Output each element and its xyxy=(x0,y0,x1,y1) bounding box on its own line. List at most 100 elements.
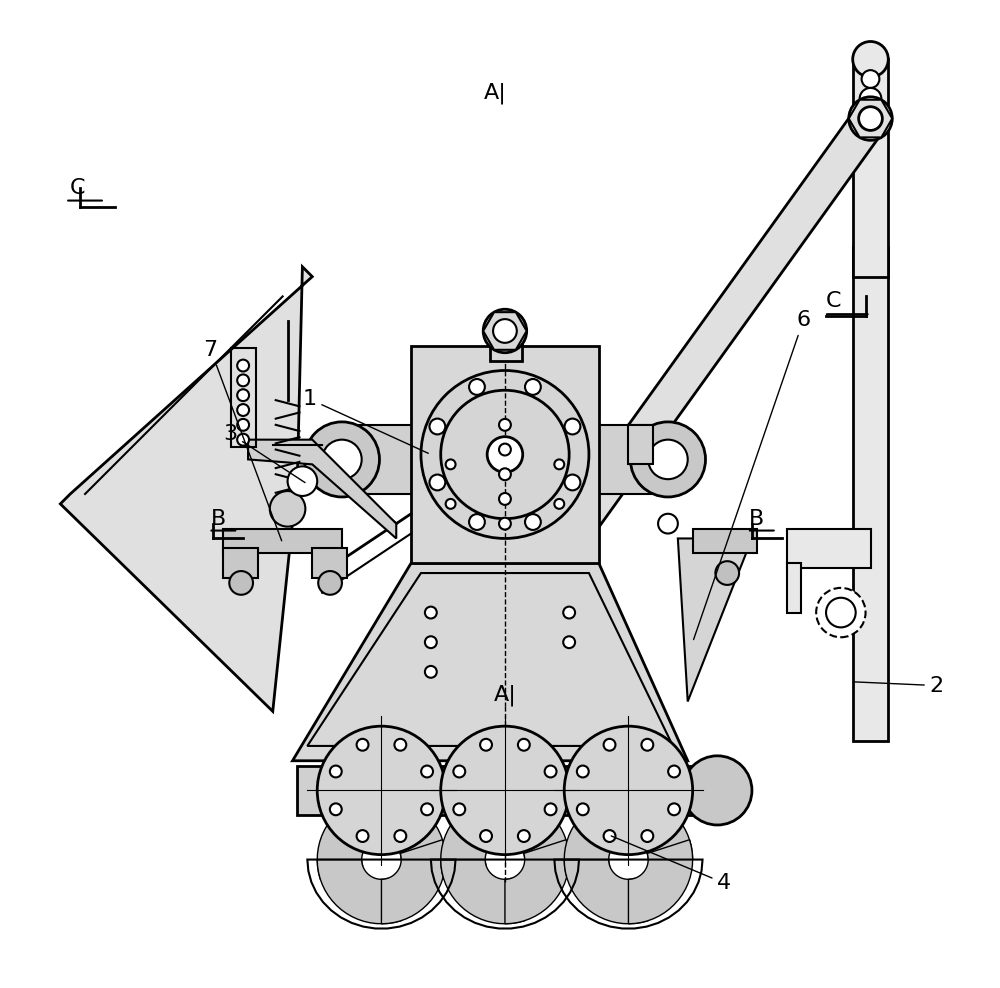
Text: 1: 1 xyxy=(302,389,428,453)
FancyBboxPatch shape xyxy=(223,529,342,553)
FancyBboxPatch shape xyxy=(411,346,599,563)
FancyBboxPatch shape xyxy=(599,425,673,494)
Polygon shape xyxy=(483,312,527,350)
Circle shape xyxy=(322,440,362,479)
Circle shape xyxy=(469,514,485,530)
Circle shape xyxy=(229,571,253,595)
Circle shape xyxy=(441,726,569,855)
Polygon shape xyxy=(490,108,885,638)
Circle shape xyxy=(577,803,589,815)
Circle shape xyxy=(237,360,249,371)
Circle shape xyxy=(648,440,688,479)
Circle shape xyxy=(565,419,580,435)
Text: 7: 7 xyxy=(204,340,282,540)
Circle shape xyxy=(237,389,249,401)
FancyBboxPatch shape xyxy=(787,563,801,613)
Circle shape xyxy=(469,379,485,395)
Circle shape xyxy=(853,41,888,77)
Circle shape xyxy=(604,739,615,751)
Circle shape xyxy=(577,766,589,778)
Circle shape xyxy=(499,518,511,530)
Circle shape xyxy=(270,491,305,527)
Circle shape xyxy=(421,803,433,815)
Polygon shape xyxy=(293,563,688,761)
Polygon shape xyxy=(248,440,396,538)
FancyBboxPatch shape xyxy=(490,321,522,361)
Circle shape xyxy=(441,390,569,519)
Circle shape xyxy=(421,766,433,778)
Circle shape xyxy=(425,636,437,648)
Circle shape xyxy=(604,830,615,842)
Circle shape xyxy=(816,588,866,637)
Circle shape xyxy=(715,561,739,585)
Circle shape xyxy=(318,571,342,595)
Circle shape xyxy=(499,468,511,480)
Circle shape xyxy=(564,726,693,855)
Circle shape xyxy=(421,370,589,538)
Circle shape xyxy=(288,466,317,496)
Circle shape xyxy=(499,444,511,455)
Text: 3: 3 xyxy=(223,424,305,482)
Text: 6: 6 xyxy=(694,310,811,639)
Circle shape xyxy=(480,830,492,842)
Circle shape xyxy=(493,319,517,343)
Circle shape xyxy=(330,803,342,815)
FancyBboxPatch shape xyxy=(297,766,703,815)
FancyBboxPatch shape xyxy=(853,59,888,277)
Circle shape xyxy=(554,459,564,469)
FancyBboxPatch shape xyxy=(853,247,888,741)
Polygon shape xyxy=(849,100,892,137)
Polygon shape xyxy=(381,840,446,924)
Circle shape xyxy=(525,379,541,395)
Circle shape xyxy=(499,419,511,431)
Circle shape xyxy=(565,474,580,490)
Text: C: C xyxy=(826,291,842,311)
Circle shape xyxy=(658,514,678,534)
Circle shape xyxy=(446,459,456,469)
Circle shape xyxy=(394,739,406,751)
Text: A|: A| xyxy=(484,82,506,104)
Circle shape xyxy=(641,830,653,842)
Polygon shape xyxy=(441,860,525,924)
Polygon shape xyxy=(362,795,446,860)
FancyBboxPatch shape xyxy=(312,548,347,578)
Polygon shape xyxy=(317,795,381,879)
Polygon shape xyxy=(564,795,628,879)
Circle shape xyxy=(425,666,437,678)
Circle shape xyxy=(860,88,881,110)
Circle shape xyxy=(563,636,575,648)
Polygon shape xyxy=(485,795,569,860)
FancyBboxPatch shape xyxy=(787,529,870,568)
Circle shape xyxy=(859,107,882,130)
Circle shape xyxy=(429,474,445,490)
Circle shape xyxy=(237,419,249,431)
Circle shape xyxy=(849,97,892,140)
Circle shape xyxy=(668,803,680,815)
Circle shape xyxy=(425,607,437,618)
Text: 4: 4 xyxy=(611,836,731,893)
Polygon shape xyxy=(307,573,673,746)
Circle shape xyxy=(483,309,527,353)
FancyBboxPatch shape xyxy=(223,548,258,578)
Circle shape xyxy=(394,830,406,842)
Polygon shape xyxy=(505,840,569,924)
Polygon shape xyxy=(564,860,648,924)
Circle shape xyxy=(480,739,492,751)
Text: B: B xyxy=(749,509,765,529)
Circle shape xyxy=(237,404,249,416)
Circle shape xyxy=(304,422,379,497)
Circle shape xyxy=(487,437,523,472)
Circle shape xyxy=(330,766,342,778)
Polygon shape xyxy=(609,795,693,860)
FancyBboxPatch shape xyxy=(693,529,757,553)
FancyBboxPatch shape xyxy=(628,425,653,464)
Text: 2: 2 xyxy=(854,676,944,696)
Circle shape xyxy=(683,756,752,825)
Text: A|: A| xyxy=(494,685,516,706)
Circle shape xyxy=(453,766,465,778)
FancyBboxPatch shape xyxy=(342,425,416,494)
Circle shape xyxy=(357,830,368,842)
Circle shape xyxy=(453,803,465,815)
Circle shape xyxy=(237,434,249,446)
Circle shape xyxy=(563,607,575,618)
